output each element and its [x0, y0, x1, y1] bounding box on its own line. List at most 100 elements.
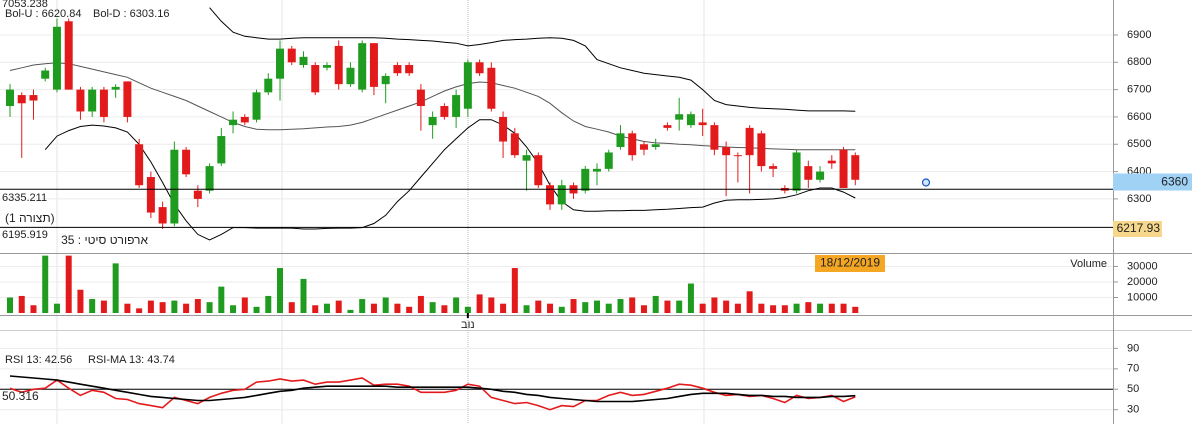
annotation-box [815, 255, 885, 272]
price-marker-box [1113, 173, 1192, 191]
candle-body [804, 166, 813, 180]
candle-body [546, 185, 555, 205]
series-line [44, 119, 856, 241]
volume-bar [7, 297, 13, 313]
candle-body [675, 114, 684, 120]
volume-bar [42, 255, 49, 313]
volume-bar [112, 263, 119, 313]
volume-bar [206, 302, 213, 313]
legend-label: RSI-MA 13: 43.74 [88, 354, 175, 366]
volume-bar [464, 306, 471, 313]
volume-bar [230, 305, 237, 313]
volume-bar [265, 295, 272, 313]
candle-body [334, 45, 343, 85]
volume-bar [676, 300, 683, 313]
candle-body [745, 127, 754, 156]
legend-label: RSI 13: 42.56 [5, 354, 72, 366]
annotation: 18/12/2019 [820, 256, 880, 270]
candle-body [240, 116, 249, 123]
volume-bar [488, 297, 495, 313]
candle-body [217, 136, 226, 164]
volume-bar [734, 303, 741, 313]
candle-body [686, 114, 695, 126]
candle-body [416, 89, 425, 107]
volume-bar [793, 303, 800, 313]
volume-bar [664, 300, 671, 313]
y-tick-label: 6700 [1127, 84, 1151, 96]
volume-bar [347, 309, 354, 313]
candle-body [52, 26, 61, 90]
volume-bar [194, 299, 201, 313]
volume-bar [687, 283, 694, 313]
candle-body [827, 160, 836, 164]
legend-label: Volume [1070, 258, 1107, 270]
y-tick-label: 20000 [1127, 276, 1158, 288]
candle-body [522, 155, 531, 161]
candle-body [299, 56, 308, 66]
volume-bar [652, 295, 659, 313]
candle-body [733, 155, 742, 157]
candle-body [170, 149, 179, 224]
candle-body [146, 177, 155, 213]
volume-bar [370, 303, 377, 313]
candle-body [252, 92, 261, 120]
legend-label: Bol-U : 6620.84 [5, 8, 81, 20]
candle-body [616, 133, 625, 147]
volume-bar [30, 305, 37, 313]
volume-bar [723, 300, 730, 313]
candle-body [487, 67, 496, 109]
volume-bar [171, 300, 178, 313]
candle-body [769, 166, 778, 169]
volume-bar [570, 299, 577, 313]
candle-body [76, 89, 85, 112]
candle-body [17, 95, 26, 104]
volume-bar [429, 302, 436, 313]
volume-bar [817, 303, 824, 313]
volume-bar [770, 305, 777, 313]
volume-bar [382, 297, 389, 313]
candle-body [322, 65, 331, 68]
candle-body [182, 149, 191, 175]
volume-bar [582, 302, 589, 313]
volume-bar [300, 278, 307, 313]
candle-body [499, 116, 508, 142]
volume-bar [711, 297, 718, 313]
candle-body [193, 190, 202, 199]
candle-body [64, 21, 73, 90]
volume-bar [828, 303, 835, 313]
y-tick-label: 6900 [1127, 29, 1151, 41]
annotation: ארפורט סיטי : 35 [61, 233, 148, 247]
volume-bar [417, 295, 424, 313]
h-line-label: 6195.919 [2, 229, 48, 241]
candle-body [287, 48, 296, 63]
volume-bar [335, 300, 342, 313]
candle-body [405, 65, 414, 74]
x-tick-label: נוב [461, 319, 475, 331]
volume-bar [53, 303, 60, 313]
candle-body [41, 70, 50, 79]
price-marker [921, 178, 931, 187]
volume-bar [277, 268, 284, 313]
candle-body [710, 125, 719, 150]
volume-bar [617, 299, 624, 313]
volume-bar [746, 291, 753, 313]
y-tick-label: 50 [1127, 383, 1139, 395]
candle-body [698, 122, 707, 126]
series-line [209, 7, 856, 112]
volume-bar [852, 306, 859, 313]
annotation: 6217.93 [1117, 221, 1161, 235]
annotation-box [1113, 221, 1162, 237]
y-tick-label: 30000 [1127, 260, 1158, 272]
candle-body [123, 81, 132, 117]
series-line [9, 375, 856, 403]
volume-bar [159, 302, 166, 313]
candle-body [534, 155, 543, 186]
candle-body [111, 86, 120, 90]
y-tick-label: 6800 [1127, 56, 1151, 68]
candle-body [475, 62, 484, 74]
y-tick-label: 70 [1127, 363, 1139, 375]
volume-bar [359, 299, 366, 313]
candle-body [6, 89, 14, 107]
